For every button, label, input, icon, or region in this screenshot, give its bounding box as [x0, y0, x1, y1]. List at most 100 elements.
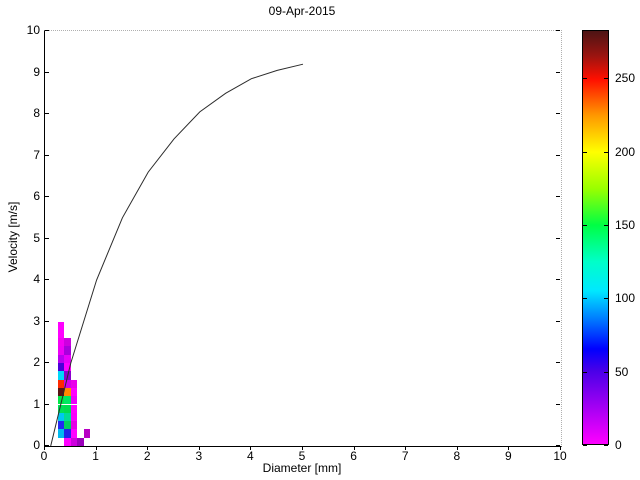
y-tick-label: 10	[26, 23, 40, 37]
colorbar-tick-mark	[583, 371, 587, 373]
heatmap-cell	[64, 404, 71, 413]
y-tick-label: 8	[33, 106, 40, 120]
y-tick-mark-right	[556, 320, 560, 322]
y-tick-mark	[45, 113, 49, 114]
x-tick-label: 6	[350, 449, 357, 463]
x-tick-mark	[456, 446, 458, 450]
colorbar-tick-label: 250	[615, 71, 636, 86]
x-tick-label: 9	[505, 449, 512, 463]
y-tick-mark	[45, 154, 49, 156]
colorbar-tick-label: 0	[615, 438, 622, 452]
colorbar-tick-mark	[583, 298, 587, 300]
colorbar-tick-mark	[604, 225, 608, 227]
x-tick-label: 5	[298, 449, 306, 463]
x-tick-mark	[405, 446, 407, 450]
heatmap-cell	[83, 429, 91, 438]
x-tick-mark	[147, 446, 149, 450]
y-tick-mark	[45, 30, 49, 31]
y-tick-mark-right	[556, 154, 560, 156]
curve-layer	[50, 63, 304, 447]
y-tick-label: 0	[33, 438, 40, 452]
y-tick-mark-right	[556, 279, 560, 280]
heatmap-cell	[64, 379, 71, 388]
colorbar-tick-mark	[583, 445, 587, 446]
x-tick-mark	[353, 446, 355, 450]
heatmap-cell	[70, 421, 78, 430]
heatmap-cell	[57, 379, 65, 388]
x-tick-label: 0	[40, 449, 48, 463]
y-tick-label: 9	[33, 64, 40, 79]
heatmap-cell	[57, 429, 65, 438]
heatmap-cell	[57, 371, 65, 380]
heatmap-cell	[64, 429, 71, 438]
y-tick-mark	[45, 196, 49, 197]
colorbar-tick-label: 100	[615, 291, 636, 306]
heatmap-cell	[64, 354, 71, 363]
heatmap-cell	[70, 404, 78, 413]
x-tick-label: 7	[401, 449, 409, 463]
colorbar-tick-label: 50	[615, 364, 629, 379]
heatmap-cell	[57, 396, 65, 405]
heatmap-cell	[57, 387, 65, 397]
heatmap-cell	[57, 346, 65, 355]
plot-area	[44, 30, 562, 447]
y-tick-mark	[45, 362, 49, 363]
y-tick-mark-right	[556, 196, 560, 197]
x-tick-mark	[198, 446, 200, 450]
colorbar-tick-label: 200	[615, 144, 636, 159]
heatmap-cell	[70, 412, 78, 422]
heatmap-cell	[64, 346, 71, 355]
heatmap-cell	[57, 404, 65, 413]
x-axis-label: Diameter [mm]	[262, 461, 342, 475]
colorbar-tick-mark	[604, 78, 608, 80]
heatmap-cell	[64, 387, 71, 397]
x-tick-mark	[95, 446, 97, 450]
y-tick-mark	[45, 71, 49, 73]
y-axis-label: Velocity [m/s]	[6, 201, 20, 273]
y-tick-label: 5	[33, 230, 40, 245]
colorbar	[582, 30, 609, 445]
heatmap-cell	[70, 437, 78, 446]
heatmap-cell	[70, 396, 78, 405]
terminal-velocity-curve	[50, 63, 304, 447]
y-tick-label: 7	[33, 147, 40, 162]
heatmap-cell	[64, 396, 71, 405]
y-tick-mark-right	[556, 445, 560, 446]
y-tick-mark	[45, 320, 49, 322]
colorbar-tick-mark	[604, 371, 608, 373]
y-tick-mark-right	[556, 71, 560, 73]
heatmap-cell	[70, 387, 78, 397]
x-tick-label: 4	[247, 449, 254, 463]
colorbar-tick-mark	[583, 151, 587, 153]
heatmap-cell	[70, 429, 78, 438]
y-tick-mark	[45, 403, 49, 405]
heatmap-cell	[64, 412, 71, 422]
heatmap-cell	[57, 363, 65, 372]
colorbar-tick-mark	[604, 445, 608, 446]
y-tick-mark	[45, 445, 49, 446]
colorbar-tick-mark	[604, 151, 608, 153]
y-tick-label: 2	[33, 355, 40, 369]
x-tick-label: 10	[553, 449, 567, 463]
heatmap-cell	[70, 379, 78, 388]
y-tick-mark-right	[556, 362, 560, 363]
x-tick-label: 2	[143, 449, 151, 463]
heatmap-cell	[57, 329, 65, 339]
heatmap-cell	[57, 421, 65, 430]
heatmap-cell	[64, 421, 71, 430]
y-tick-label: 1	[33, 396, 40, 411]
y-tick-mark-right	[556, 113, 560, 114]
y-tick-mark-right	[556, 237, 560, 239]
y-tick-mark	[45, 237, 49, 239]
x-tick-mark	[44, 446, 45, 450]
x-tick-label: 8	[453, 449, 461, 463]
colorbar-tick-label: 150	[615, 218, 636, 233]
x-tick-mark	[560, 446, 561, 450]
x-tick-mark	[508, 446, 510, 450]
heatmap-cell	[64, 437, 71, 446]
y-tick-mark-right	[556, 30, 560, 31]
chart-title: 09-Apr-2015	[268, 4, 336, 18]
x-tick-label: 3	[195, 449, 203, 463]
x-tick-mark	[302, 446, 303, 450]
